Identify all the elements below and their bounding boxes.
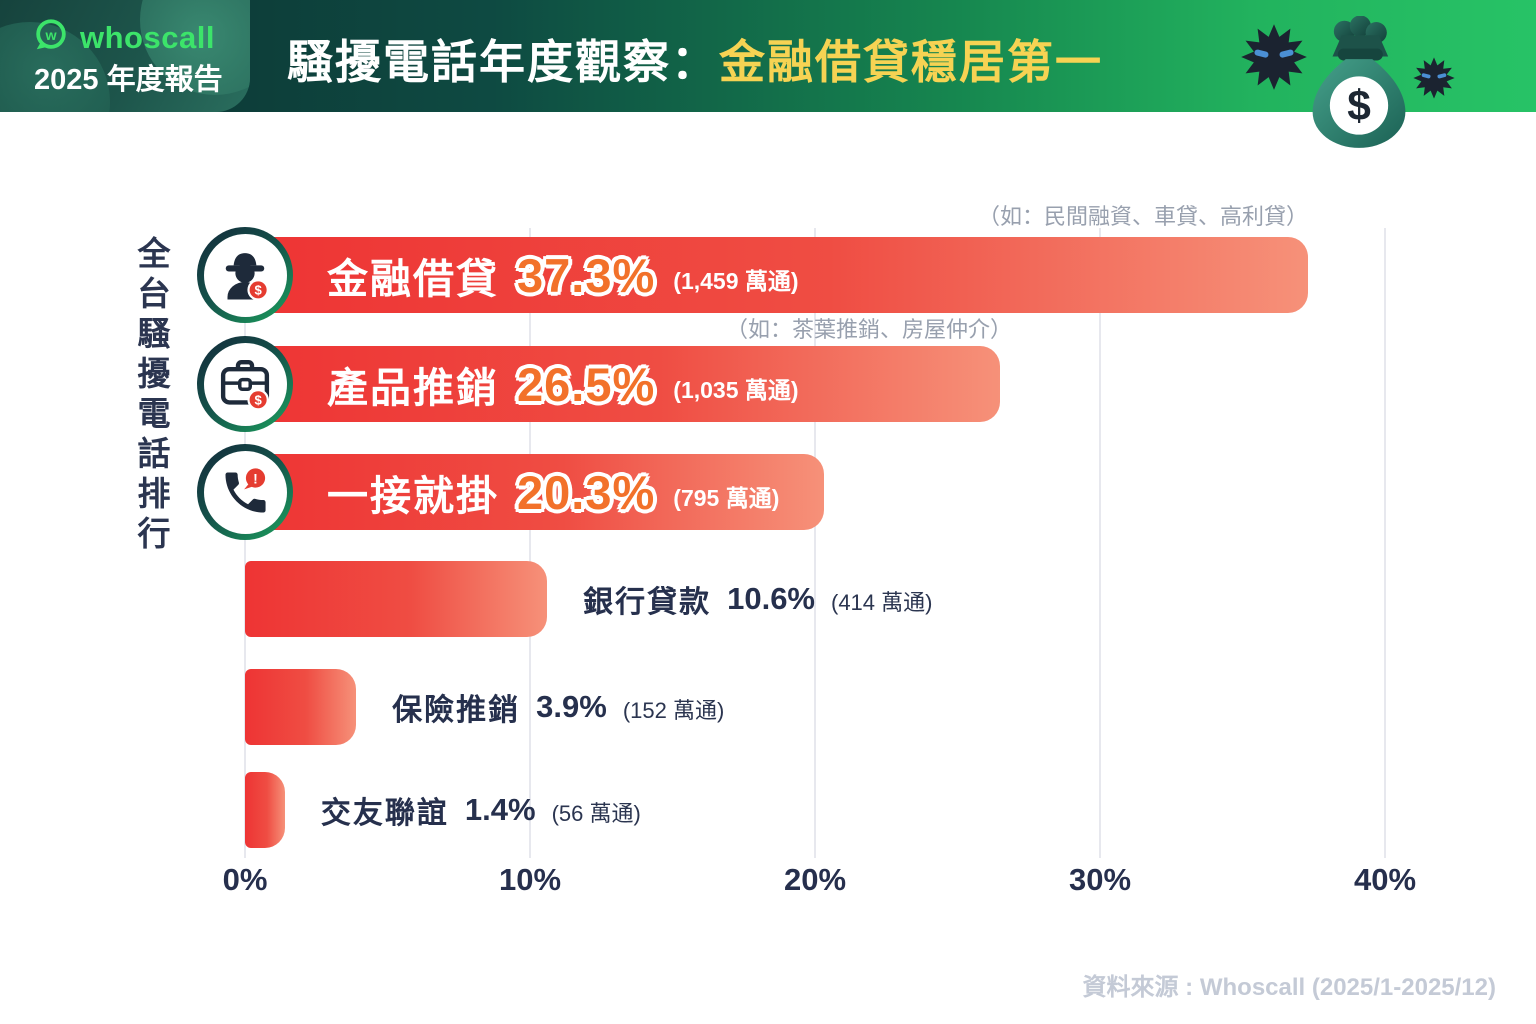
bar-call-count: (56 萬通)	[551, 801, 641, 826]
bar-row-dating-social: 交友聯誼 1.4% (56 萬通)	[245, 772, 1385, 848]
page-title: 騷擾電話年度觀察：金融借貸穩居第一	[287, 26, 1103, 92]
bar-percent-value: 10.6%	[727, 581, 815, 616]
x-tick-20: 20%	[783, 862, 847, 897]
bar-category-label: 交友聯誼	[320, 797, 449, 830]
bar-category-label: 保險推銷	[392, 694, 521, 727]
bar-product-sales: 產品推銷 26.5% (1,035 萬通)	[245, 346, 1001, 422]
brand-name: whoscall	[80, 19, 215, 55]
bar-category-label: 一接就掛	[327, 473, 499, 519]
report-year-label: 2025 年度報告	[34, 64, 223, 96]
bar-percent-value: 20.3%	[517, 465, 656, 519]
bar-hangup-call: 一接就掛 20.3% (795 萬通)	[245, 454, 824, 530]
bar-row-finance-loan: 金融借貸 37.3% (1,459 萬通) $	[197, 227, 1385, 323]
page-title-prefix: 騷擾電話年度觀察：	[287, 36, 719, 88]
logo-box: w whoscall 2025 年度報告	[0, 0, 250, 112]
virus-icon	[1239, 22, 1309, 97]
briefcase-dollar-icon: $	[197, 336, 293, 432]
gridline-40pct	[1384, 228, 1386, 858]
svg-text:w: w	[44, 28, 57, 44]
bar-call-count: (1,035 萬通)	[673, 377, 799, 403]
bar-percent-value: 37.3%	[517, 248, 656, 302]
bar-percent-value: 1.4%	[464, 792, 536, 827]
virus-icon	[1412, 56, 1456, 105]
x-tick-10: 10%	[498, 862, 562, 897]
bar-call-count: (152 萬通)	[622, 698, 725, 723]
gridline-30pct	[1099, 228, 1101, 858]
bar-category-label: 金融借貸	[327, 256, 499, 302]
bar-percent-value: 26.5%	[517, 357, 656, 411]
svg-text:$: $	[254, 283, 262, 298]
svg-text:$: $	[254, 393, 262, 408]
gridline-20pct	[814, 228, 816, 858]
bar-insurance-sales	[245, 669, 357, 745]
bar-dating-social	[245, 772, 285, 848]
whoscall-logo-icon: w	[32, 16, 70, 59]
page-title-highlight: 金融借貸穩居第一	[719, 36, 1103, 88]
gridline-0pct	[244, 228, 246, 858]
bar-row-hangup-call: 一接就掛 20.3% (795 萬通) !	[197, 444, 1385, 540]
bar-call-count: (1,459 萬通)	[673, 268, 799, 294]
x-tick-0: 0%	[222, 862, 268, 897]
loan-shark-dollar-icon: $	[197, 227, 293, 323]
gridline-10pct	[529, 228, 531, 858]
svg-text:$: $	[1347, 82, 1371, 129]
bar-category-label: 產品推銷	[327, 365, 499, 411]
bar-row-product-sales: 產品推銷 26.5% (1,035 萬通) $	[197, 336, 1385, 432]
money-bag-icon: $	[1306, 15, 1412, 155]
bar-row-bank-loan: 銀行貸款 10.6% (414 萬通)	[245, 561, 1385, 637]
x-tick-40: 40%	[1353, 862, 1417, 897]
bar-finance-loan: 金融借貸 37.3% (1,459 萬通)	[245, 237, 1309, 313]
bar-row-insurance-sales: 保險推銷 3.9% (152 萬通)	[245, 669, 1385, 745]
annotation-product-sales: （如：茶葉推銷、房屋仲介）	[725, 317, 1012, 342]
phone-hangup-icon: !	[197, 444, 293, 540]
bar-percent-value: 3.9%	[536, 689, 607, 724]
bar-call-count: (414 萬通)	[831, 590, 933, 615]
y-axis-label: 全台騷擾電話排行	[133, 236, 170, 556]
annotation-finance-loans: （如：民間融資、車貸、高利貸）	[977, 204, 1308, 229]
data-source-note: 資料來源 : Whoscall (2025/1-2025/12)	[1082, 974, 1496, 1001]
svg-text:!: !	[253, 470, 258, 486]
bar-category-label: 銀行貸款	[583, 586, 712, 619]
bar-bank-loan	[245, 561, 548, 637]
bar-call-count: (795 萬通)	[673, 485, 780, 511]
x-tick-30: 30%	[1068, 862, 1132, 897]
